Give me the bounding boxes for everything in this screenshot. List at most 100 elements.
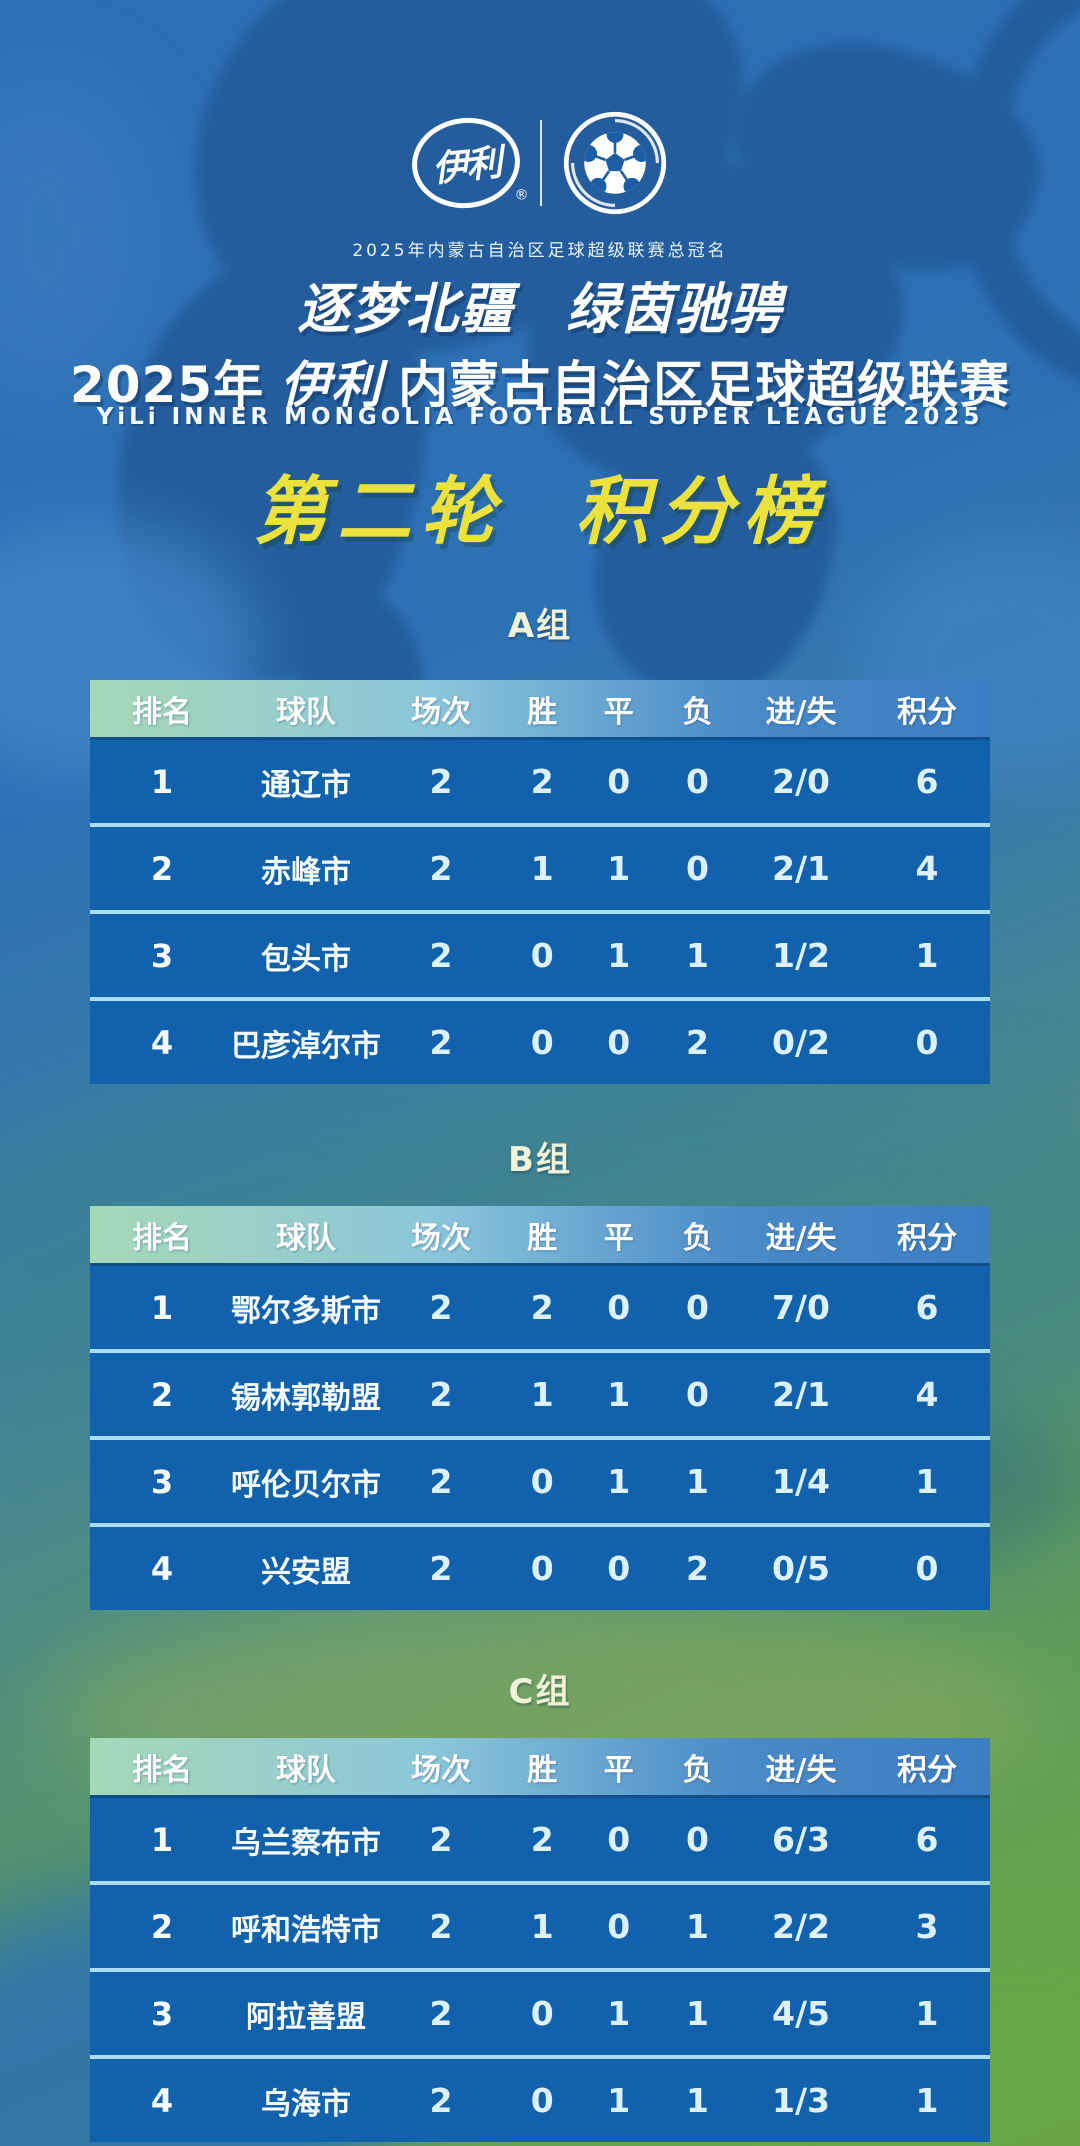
col-header-team: 球队 — [276, 1752, 336, 1788]
cell-rank: 4 — [150, 2081, 174, 2120]
cell-rank: 4 — [150, 1023, 174, 1062]
col-header-win: 胜 — [527, 1220, 558, 1256]
cell-draw: 1 — [607, 849, 631, 888]
cell-rank: 1 — [150, 762, 174, 801]
cell-points: 6 — [915, 1288, 939, 1327]
cell-team: 兴安盟 — [261, 1554, 351, 1590]
col-header-loss: 负 — [682, 1752, 713, 1788]
cell-draw: 1 — [607, 2081, 631, 2120]
group-a-table: 排名 球队 场次 胜 平 负 进/失 积分 1 通辽市 2 2 0 0 2/0 … — [90, 680, 990, 1084]
cell-points: 1 — [915, 1994, 939, 2033]
cell-team: 通辽市 — [261, 767, 351, 803]
col-header-points: 积分 — [897, 1220, 957, 1256]
cell-draw: 0 — [607, 1907, 631, 1946]
cell-played: 2 — [429, 2081, 453, 2120]
cell-goals: 1/2 — [772, 936, 830, 975]
col-header-win: 胜 — [527, 1752, 558, 1788]
cell-win: 1 — [530, 1907, 554, 1946]
col-header-loss: 负 — [682, 1220, 713, 1256]
col-header-team: 球队 — [276, 694, 336, 730]
main-title: 2025年 伊利 内蒙古自治区足球超级联赛 — [0, 345, 1080, 417]
cell-loss: 0 — [686, 1375, 709, 1414]
yili-logo: 伊利 ® — [407, 112, 529, 214]
cell-played: 2 — [429, 1994, 453, 2033]
cell-loss: 2 — [686, 1023, 709, 1062]
logo-row: 伊利 ® — [0, 110, 1080, 216]
col-header-win: 胜 — [527, 694, 558, 730]
table-row: 1 乌兰察布市 2 2 0 0 6/3 6 — [90, 1795, 990, 1881]
col-header-played: 场次 — [411, 1220, 471, 1256]
col-header-loss: 负 — [682, 694, 713, 730]
cell-draw: 0 — [607, 1023, 631, 1062]
cell-goals: 7/0 — [772, 1288, 830, 1327]
cell-rank: 1 — [150, 1820, 174, 1859]
cell-team: 鄂尔多斯市 — [231, 1293, 381, 1329]
cell-draw: 1 — [607, 1994, 631, 2033]
cell-win: 2 — [530, 1288, 554, 1327]
cell-goals: 0/2 — [772, 1023, 830, 1062]
cell-rank: 4 — [150, 1549, 174, 1588]
cell-rank: 2 — [150, 1907, 174, 1946]
col-header-rank: 排名 — [132, 1220, 192, 1256]
table-row: 2 锡林郭勒盟 2 1 1 0 2/1 4 — [90, 1349, 990, 1436]
cell-played: 2 — [429, 1375, 453, 1414]
cell-win: 0 — [530, 1549, 554, 1588]
cell-rank: 2 — [150, 1375, 174, 1414]
cell-goals: 2/2 — [772, 1907, 830, 1946]
cell-win: 2 — [530, 762, 554, 801]
cell-loss: 0 — [686, 1288, 709, 1327]
football-league-logo-icon — [563, 111, 667, 215]
col-header-draw: 平 — [603, 694, 634, 730]
cell-points: 1 — [915, 1462, 939, 1501]
yili-logo-text: 伊利 — [430, 142, 503, 191]
cell-team: 包头市 — [261, 941, 351, 977]
cell-team: 呼伦贝尔市 — [231, 1467, 381, 1503]
cell-win: 1 — [530, 1375, 554, 1414]
table-row: 2 呼和浩特市 2 1 0 1 2/2 3 — [90, 1881, 990, 1968]
cell-goals: 0/5 — [772, 1549, 830, 1588]
cell-loss: 1 — [686, 2081, 709, 2120]
cell-team: 巴彦淖尔市 — [231, 1028, 381, 1064]
cell-draw: 1 — [607, 936, 631, 975]
cell-team: 阿拉善盟 — [246, 1999, 366, 2035]
cell-played: 2 — [429, 1462, 453, 1501]
cell-loss: 1 — [686, 1994, 709, 2033]
cell-loss: 0 — [686, 762, 709, 801]
cell-points: 6 — [915, 762, 939, 801]
cell-win: 0 — [530, 936, 554, 975]
cell-played: 2 — [429, 1820, 453, 1859]
cell-goals: 1/3 — [772, 2081, 830, 2120]
cell-rank: 2 — [150, 849, 174, 888]
cell-draw: 0 — [607, 1820, 631, 1859]
table-row: 1 鄂尔多斯市 2 2 0 0 7/0 6 — [90, 1263, 990, 1349]
cell-played: 2 — [429, 1023, 453, 1062]
cell-goals: 1/4 — [772, 1462, 830, 1501]
cell-win: 2 — [530, 1820, 554, 1859]
cell-points: 0 — [915, 1023, 939, 1062]
cell-win: 0 — [530, 1994, 554, 2033]
col-header-points: 积分 — [897, 1752, 957, 1788]
cell-team: 呼和浩特市 — [231, 1912, 381, 1948]
col-header-points: 积分 — [897, 694, 957, 730]
cell-rank: 3 — [150, 936, 174, 975]
col-header-played: 场次 — [411, 1752, 471, 1788]
col-header-draw: 平 — [603, 1752, 634, 1788]
round-standings-title: 第二轮 积分榜 — [253, 469, 827, 555]
group-c-table: 排名 球队 场次 胜 平 负 进/失 积分 1 乌兰察布市 2 2 0 0 6/… — [90, 1738, 990, 2142]
cell-points: 4 — [915, 1375, 939, 1414]
table-row: 4 兴安盟 2 0 0 2 0/5 0 — [90, 1523, 990, 1610]
cell-win: 0 — [530, 1023, 554, 1062]
cell-points: 1 — [915, 2081, 939, 2120]
cell-draw: 0 — [607, 762, 631, 801]
table-row: 3 呼伦贝尔市 2 0 1 1 1/4 1 — [90, 1436, 990, 1523]
cell-loss: 2 — [686, 1549, 709, 1588]
cell-goals: 6/3 — [772, 1820, 830, 1859]
cell-win: 0 — [530, 1462, 554, 1501]
cell-played: 2 — [429, 1907, 453, 1946]
cell-points: 3 — [915, 1907, 939, 1946]
cell-points: 6 — [915, 1820, 939, 1859]
col-header-rank: 排名 — [132, 1752, 192, 1788]
cell-played: 2 — [429, 762, 453, 801]
cell-points: 4 — [915, 849, 939, 888]
cell-draw: 0 — [607, 1288, 631, 1327]
